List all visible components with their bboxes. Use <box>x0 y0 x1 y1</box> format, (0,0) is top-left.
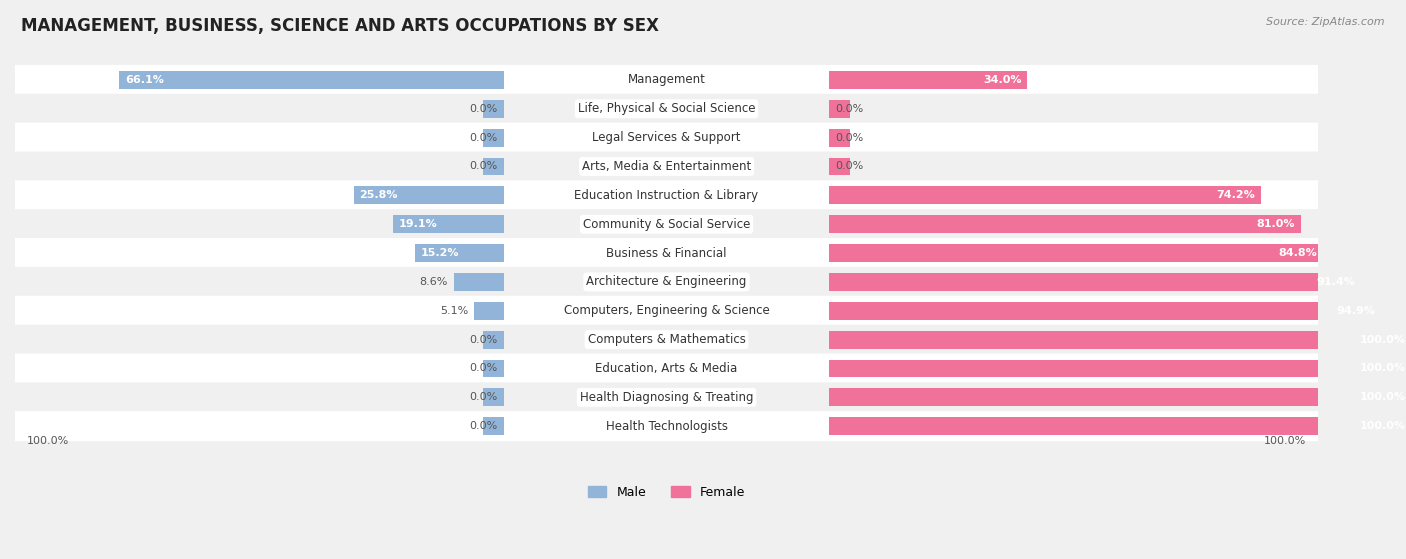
Text: 19.1%: 19.1% <box>398 219 437 229</box>
Bar <box>484 129 503 146</box>
Bar <box>830 389 1406 406</box>
Text: 100.0%: 100.0% <box>27 436 69 446</box>
Text: 84.8%: 84.8% <box>1278 248 1317 258</box>
Text: Health Technologists: Health Technologists <box>606 420 727 433</box>
Bar <box>830 417 1406 435</box>
Text: 0.0%: 0.0% <box>835 104 863 114</box>
Text: 100.0%: 100.0% <box>1360 335 1405 345</box>
FancyBboxPatch shape <box>3 94 1330 124</box>
FancyBboxPatch shape <box>3 65 1330 95</box>
Text: Health Diagnosing & Treating: Health Diagnosing & Treating <box>579 391 754 404</box>
Text: 74.2%: 74.2% <box>1216 191 1256 200</box>
Bar <box>484 100 503 118</box>
Text: Source: ZipAtlas.com: Source: ZipAtlas.com <box>1267 17 1385 27</box>
Text: 100.0%: 100.0% <box>1360 392 1405 402</box>
Bar <box>392 215 503 233</box>
Text: Legal Services & Support: Legal Services & Support <box>592 131 741 144</box>
Text: 91.4%: 91.4% <box>1316 277 1355 287</box>
Text: Education Instruction & Library: Education Instruction & Library <box>575 189 759 202</box>
FancyBboxPatch shape <box>3 122 1330 153</box>
FancyBboxPatch shape <box>3 181 1330 210</box>
Text: Business & Financial: Business & Financial <box>606 247 727 259</box>
Text: 94.9%: 94.9% <box>1337 306 1375 316</box>
Text: Computers, Engineering & Science: Computers, Engineering & Science <box>564 304 769 318</box>
FancyBboxPatch shape <box>3 325 1330 354</box>
Bar <box>353 186 503 204</box>
Bar <box>830 186 1261 204</box>
Text: Life, Physical & Social Science: Life, Physical & Social Science <box>578 102 755 115</box>
Text: 0.0%: 0.0% <box>470 132 498 143</box>
Bar <box>415 244 503 262</box>
Text: 0.0%: 0.0% <box>835 132 863 143</box>
FancyBboxPatch shape <box>3 238 1330 268</box>
Text: 0.0%: 0.0% <box>470 162 498 172</box>
FancyBboxPatch shape <box>3 209 1330 239</box>
Text: 8.6%: 8.6% <box>419 277 447 287</box>
FancyBboxPatch shape <box>3 267 1330 297</box>
Text: 5.1%: 5.1% <box>440 306 468 316</box>
Text: 100.0%: 100.0% <box>1360 421 1405 431</box>
Bar <box>454 273 503 291</box>
Text: Architecture & Engineering: Architecture & Engineering <box>586 276 747 288</box>
Bar <box>484 331 503 349</box>
Bar <box>830 244 1323 262</box>
Bar <box>484 417 503 435</box>
FancyBboxPatch shape <box>3 296 1330 326</box>
Text: 66.1%: 66.1% <box>125 75 165 85</box>
Bar <box>484 158 503 176</box>
Text: 15.2%: 15.2% <box>420 248 460 258</box>
FancyBboxPatch shape <box>3 411 1330 441</box>
Bar <box>830 302 1382 320</box>
Text: 0.0%: 0.0% <box>470 392 498 402</box>
Bar <box>830 100 849 118</box>
FancyBboxPatch shape <box>3 151 1330 182</box>
Text: Computers & Mathematics: Computers & Mathematics <box>588 333 745 346</box>
Bar <box>830 359 1406 377</box>
Text: 0.0%: 0.0% <box>470 104 498 114</box>
Bar <box>830 71 1028 89</box>
Text: MANAGEMENT, BUSINESS, SCIENCE AND ARTS OCCUPATIONS BY SEX: MANAGEMENT, BUSINESS, SCIENCE AND ARTS O… <box>21 17 659 35</box>
Text: 0.0%: 0.0% <box>470 421 498 431</box>
Text: 81.0%: 81.0% <box>1257 219 1295 229</box>
Bar <box>474 302 503 320</box>
Text: 0.0%: 0.0% <box>470 335 498 345</box>
Text: Arts, Media & Entertainment: Arts, Media & Entertainment <box>582 160 751 173</box>
Bar <box>120 71 503 89</box>
FancyBboxPatch shape <box>3 353 1330 383</box>
Text: 0.0%: 0.0% <box>835 162 863 172</box>
Bar <box>484 359 503 377</box>
Bar <box>484 389 503 406</box>
Bar <box>830 331 1406 349</box>
Text: Management: Management <box>627 73 706 87</box>
Bar <box>830 215 1301 233</box>
Bar <box>830 273 1361 291</box>
Text: 100.0%: 100.0% <box>1360 363 1405 373</box>
Text: 34.0%: 34.0% <box>983 75 1021 85</box>
Text: Community & Social Service: Community & Social Service <box>583 217 751 231</box>
Bar <box>830 158 849 176</box>
Text: 100.0%: 100.0% <box>1264 436 1306 446</box>
Bar <box>830 129 849 146</box>
FancyBboxPatch shape <box>3 382 1330 413</box>
Legend: Male, Female: Male, Female <box>582 481 751 504</box>
Text: 0.0%: 0.0% <box>470 363 498 373</box>
Text: Education, Arts & Media: Education, Arts & Media <box>595 362 738 375</box>
Text: 25.8%: 25.8% <box>360 191 398 200</box>
